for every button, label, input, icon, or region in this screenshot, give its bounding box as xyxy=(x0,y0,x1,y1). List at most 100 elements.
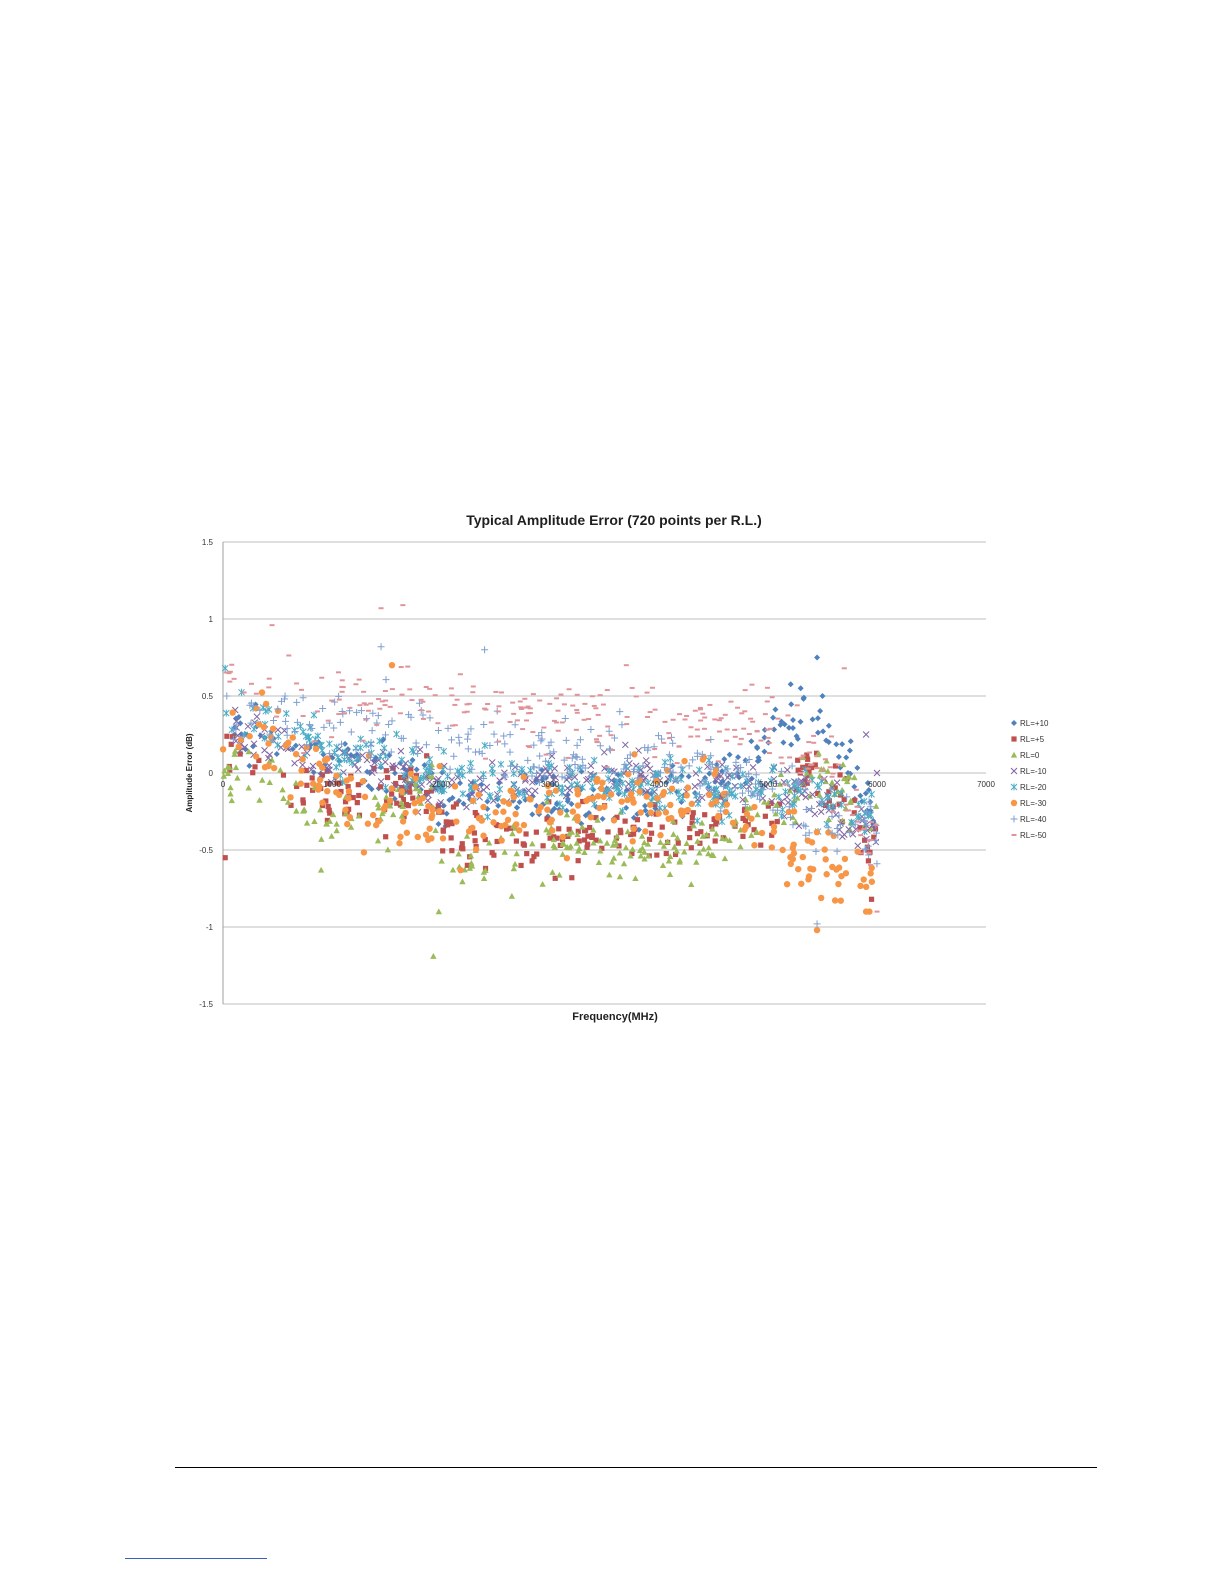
data-point xyxy=(596,837,604,844)
data-point xyxy=(550,773,557,780)
data-point xyxy=(538,766,545,773)
data-point xyxy=(1010,751,1018,758)
legend-item: RL=0 xyxy=(1010,751,1040,760)
data-point xyxy=(440,848,446,854)
data-point xyxy=(831,897,839,904)
data-point xyxy=(768,800,774,806)
data-point xyxy=(581,837,588,843)
data-point xyxy=(407,760,415,768)
data-point xyxy=(778,812,785,820)
data-point xyxy=(292,750,300,758)
data-point xyxy=(700,754,708,761)
data-point xyxy=(525,787,533,794)
data-point xyxy=(438,857,445,864)
data-point xyxy=(722,808,730,816)
data-point xyxy=(802,831,810,839)
data-point xyxy=(300,807,307,814)
data-point xyxy=(365,783,372,790)
data-point xyxy=(867,825,874,832)
data-point xyxy=(642,828,649,835)
data-point xyxy=(825,829,832,836)
data-point xyxy=(319,704,327,712)
data-point xyxy=(744,778,751,786)
data-point xyxy=(222,855,228,861)
data-point xyxy=(698,829,704,835)
data-point xyxy=(629,850,635,857)
data-point xyxy=(494,794,502,802)
data-point xyxy=(594,792,602,800)
data-point xyxy=(265,706,273,714)
data-point xyxy=(705,781,712,789)
data-point xyxy=(548,816,555,824)
data-point xyxy=(582,812,589,819)
data-point xyxy=(863,808,871,816)
data-point xyxy=(530,741,538,749)
data-point xyxy=(382,802,389,810)
data-point xyxy=(858,798,865,805)
data-point xyxy=(854,814,862,822)
data-point xyxy=(353,708,361,716)
y-tick-label: 1 xyxy=(209,615,214,624)
data-point xyxy=(343,777,350,784)
data-point xyxy=(575,847,582,854)
data-point xyxy=(818,797,826,805)
data-point xyxy=(599,779,606,786)
data-point xyxy=(657,832,664,839)
data-point xyxy=(549,869,556,875)
data-point xyxy=(721,756,728,763)
data-point xyxy=(488,759,496,766)
data-point xyxy=(383,834,389,840)
data-point xyxy=(363,715,371,723)
legend-item: RL=-30 xyxy=(1010,799,1047,808)
data-point xyxy=(828,829,836,837)
data-point xyxy=(835,753,842,760)
data-point xyxy=(547,835,553,841)
data-point xyxy=(341,748,349,756)
data-point xyxy=(265,740,272,747)
data-point xyxy=(402,809,409,817)
data-point xyxy=(841,796,847,803)
data-point xyxy=(771,726,778,733)
data-point xyxy=(618,830,624,836)
x-tick-labels: 0 1000 2000 3000 4000 5000 6000 7000 xyxy=(221,780,996,789)
data-point xyxy=(224,763,231,770)
data-point xyxy=(587,814,594,821)
data-point xyxy=(280,795,287,801)
data-point xyxy=(372,821,380,829)
data-point xyxy=(428,812,436,819)
data-point xyxy=(723,801,731,808)
data-point xyxy=(563,811,571,818)
data-point xyxy=(648,786,656,794)
data-point xyxy=(438,787,445,795)
data-point xyxy=(813,750,820,756)
data-point xyxy=(748,738,755,745)
data-point xyxy=(712,838,718,844)
data-point xyxy=(837,897,844,904)
data-point xyxy=(410,795,416,801)
data-point xyxy=(455,733,463,741)
data-point xyxy=(648,790,655,797)
data-point xyxy=(723,790,731,798)
data-point xyxy=(342,806,349,814)
data-point xyxy=(325,780,332,787)
data-point xyxy=(659,862,667,869)
data-point xyxy=(253,713,261,721)
data-point xyxy=(817,707,824,714)
data-point xyxy=(857,792,864,799)
data-point xyxy=(279,786,286,793)
data-point xyxy=(660,763,668,771)
data-point xyxy=(780,739,787,746)
data-point xyxy=(642,757,650,764)
data-point xyxy=(807,865,814,872)
data-point xyxy=(419,711,427,719)
data-point xyxy=(761,734,768,741)
data-point xyxy=(369,709,377,717)
data-point xyxy=(854,764,861,771)
data-point xyxy=(668,785,676,792)
data-point xyxy=(873,769,881,777)
data-point xyxy=(707,765,715,773)
data-point xyxy=(774,819,780,825)
data-point xyxy=(274,741,281,749)
data-point xyxy=(480,775,488,783)
data-point xyxy=(574,817,581,824)
